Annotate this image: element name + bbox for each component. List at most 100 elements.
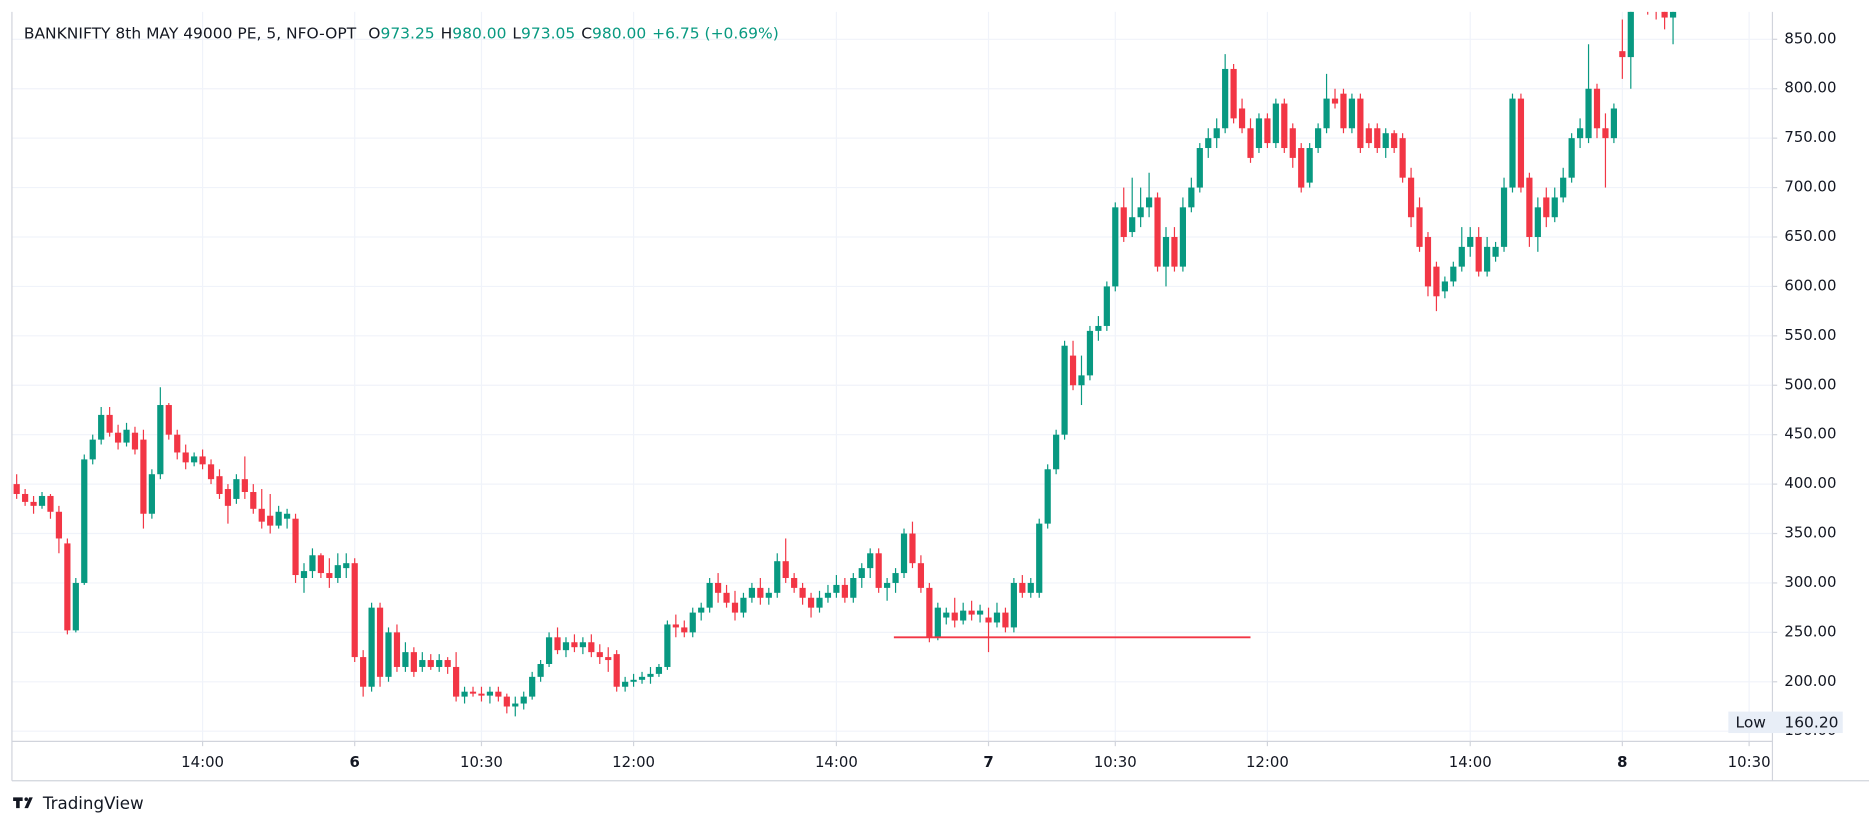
candle-body bbox=[106, 414, 113, 433]
candle-body bbox=[1348, 98, 1356, 129]
candle-body bbox=[529, 676, 536, 697]
candle-body bbox=[909, 533, 916, 564]
plot bbox=[13, 11, 1677, 717]
candle-body bbox=[689, 612, 696, 633]
legend-change: +6.75 (+0.69%) bbox=[652, 24, 779, 42]
candle-body bbox=[655, 666, 663, 674]
candle-body bbox=[512, 703, 519, 707]
candle-body bbox=[1162, 236, 1170, 267]
y-tick-label: 200.00 bbox=[1784, 672, 1836, 690]
candle-body bbox=[1382, 133, 1389, 149]
candle-body bbox=[250, 492, 257, 509]
candle-body bbox=[275, 511, 282, 526]
x-tick-label: 12:00 bbox=[1246, 753, 1289, 771]
candle-body bbox=[1543, 197, 1550, 218]
candle-body bbox=[1078, 375, 1085, 386]
candle-body bbox=[1661, 11, 1668, 18]
candle-body bbox=[774, 561, 781, 593]
candle-body bbox=[757, 587, 764, 598]
candle-body bbox=[157, 405, 164, 475]
candle-body bbox=[1610, 108, 1617, 139]
candle-body bbox=[596, 652, 603, 658]
candle-body bbox=[1103, 286, 1110, 326]
legend-value: 973.25 bbox=[380, 24, 434, 42]
candle-body bbox=[1391, 133, 1398, 149]
candle-body bbox=[1120, 207, 1127, 237]
low-value: 160.20 bbox=[1784, 713, 1838, 731]
candle-body bbox=[283, 513, 291, 519]
candle-body bbox=[545, 637, 553, 664]
candle-body bbox=[993, 612, 1001, 623]
candle-body bbox=[816, 597, 823, 608]
candle-body bbox=[1509, 98, 1516, 188]
legend-value: 980.00 bbox=[452, 24, 506, 42]
candle-body bbox=[1061, 345, 1068, 435]
candle-body bbox=[444, 660, 451, 667]
x-tick-label: 10:30 bbox=[460, 753, 503, 771]
candle-body bbox=[520, 696, 527, 704]
candle-body bbox=[850, 578, 857, 598]
legend-value: 980.00 bbox=[592, 24, 646, 42]
candle-body bbox=[740, 597, 747, 613]
candle-body bbox=[1196, 148, 1203, 188]
candle-body bbox=[393, 632, 401, 667]
candle-body bbox=[605, 657, 612, 661]
candle-body bbox=[1010, 582, 1017, 628]
x-tick-label: 8 bbox=[1617, 753, 1627, 771]
candle-body bbox=[1433, 266, 1440, 297]
x-tick-label: 14:00 bbox=[181, 753, 224, 771]
candle-body bbox=[503, 696, 510, 707]
candle-body bbox=[89, 439, 96, 460]
y-tick-label: 450.00 bbox=[1784, 425, 1836, 443]
candle-body bbox=[968, 610, 975, 615]
candle-body bbox=[38, 495, 46, 506]
candle-body bbox=[782, 561, 789, 579]
candle-body bbox=[1492, 246, 1499, 257]
candle-body bbox=[55, 511, 63, 539]
x-tick-label: 7 bbox=[983, 753, 993, 771]
candle-body bbox=[1407, 177, 1415, 218]
candle-body bbox=[1534, 207, 1541, 237]
candle-body bbox=[638, 676, 646, 680]
y-tick-label: 300.00 bbox=[1784, 573, 1836, 591]
low-marker: Low 160.20 bbox=[1728, 711, 1843, 734]
candle-body bbox=[1264, 118, 1271, 144]
candle-body bbox=[64, 543, 71, 631]
candle-body bbox=[917, 563, 925, 588]
candle-body bbox=[985, 617, 992, 623]
y-tick-label: 500.00 bbox=[1784, 375, 1836, 393]
candle-body bbox=[224, 489, 232, 506]
candle-body bbox=[1027, 582, 1034, 593]
candle-body bbox=[486, 691, 494, 696]
candle-body bbox=[1602, 128, 1609, 139]
candle-body bbox=[1568, 138, 1575, 178]
candle-body bbox=[960, 610, 967, 621]
y-tick-label: 700.00 bbox=[1784, 178, 1836, 196]
candle-body bbox=[258, 508, 265, 522]
candle-body bbox=[714, 582, 722, 593]
candle-body bbox=[647, 673, 654, 677]
candle-body bbox=[1517, 98, 1525, 188]
candle-body bbox=[622, 681, 629, 687]
y-tick-label: 600.00 bbox=[1784, 276, 1836, 294]
candle-body bbox=[1374, 128, 1381, 149]
x-tick-label: 6 bbox=[350, 753, 360, 771]
candle-body bbox=[1306, 148, 1313, 183]
candle-body bbox=[748, 587, 755, 598]
x-tick-label: 14:00 bbox=[815, 753, 858, 771]
candle-body bbox=[343, 563, 350, 569]
candle-body bbox=[410, 652, 417, 672]
chart-legend: BANKNIFTY 8th MAY 49000 PE, 5, NFO-OPT O… bbox=[24, 24, 779, 42]
candle-body bbox=[292, 518, 299, 576]
candle-body bbox=[1053, 434, 1060, 470]
candle-body bbox=[1484, 246, 1491, 272]
candle-body bbox=[81, 459, 88, 583]
candle-body bbox=[1619, 51, 1626, 58]
candle-body bbox=[1399, 138, 1406, 178]
candle-body bbox=[1450, 266, 1457, 282]
candle-body bbox=[267, 515, 274, 526]
candle-body bbox=[1112, 207, 1119, 287]
candle-body bbox=[1171, 236, 1178, 267]
candle-body bbox=[436, 660, 443, 667]
brand: TradingView bbox=[13, 794, 144, 813]
